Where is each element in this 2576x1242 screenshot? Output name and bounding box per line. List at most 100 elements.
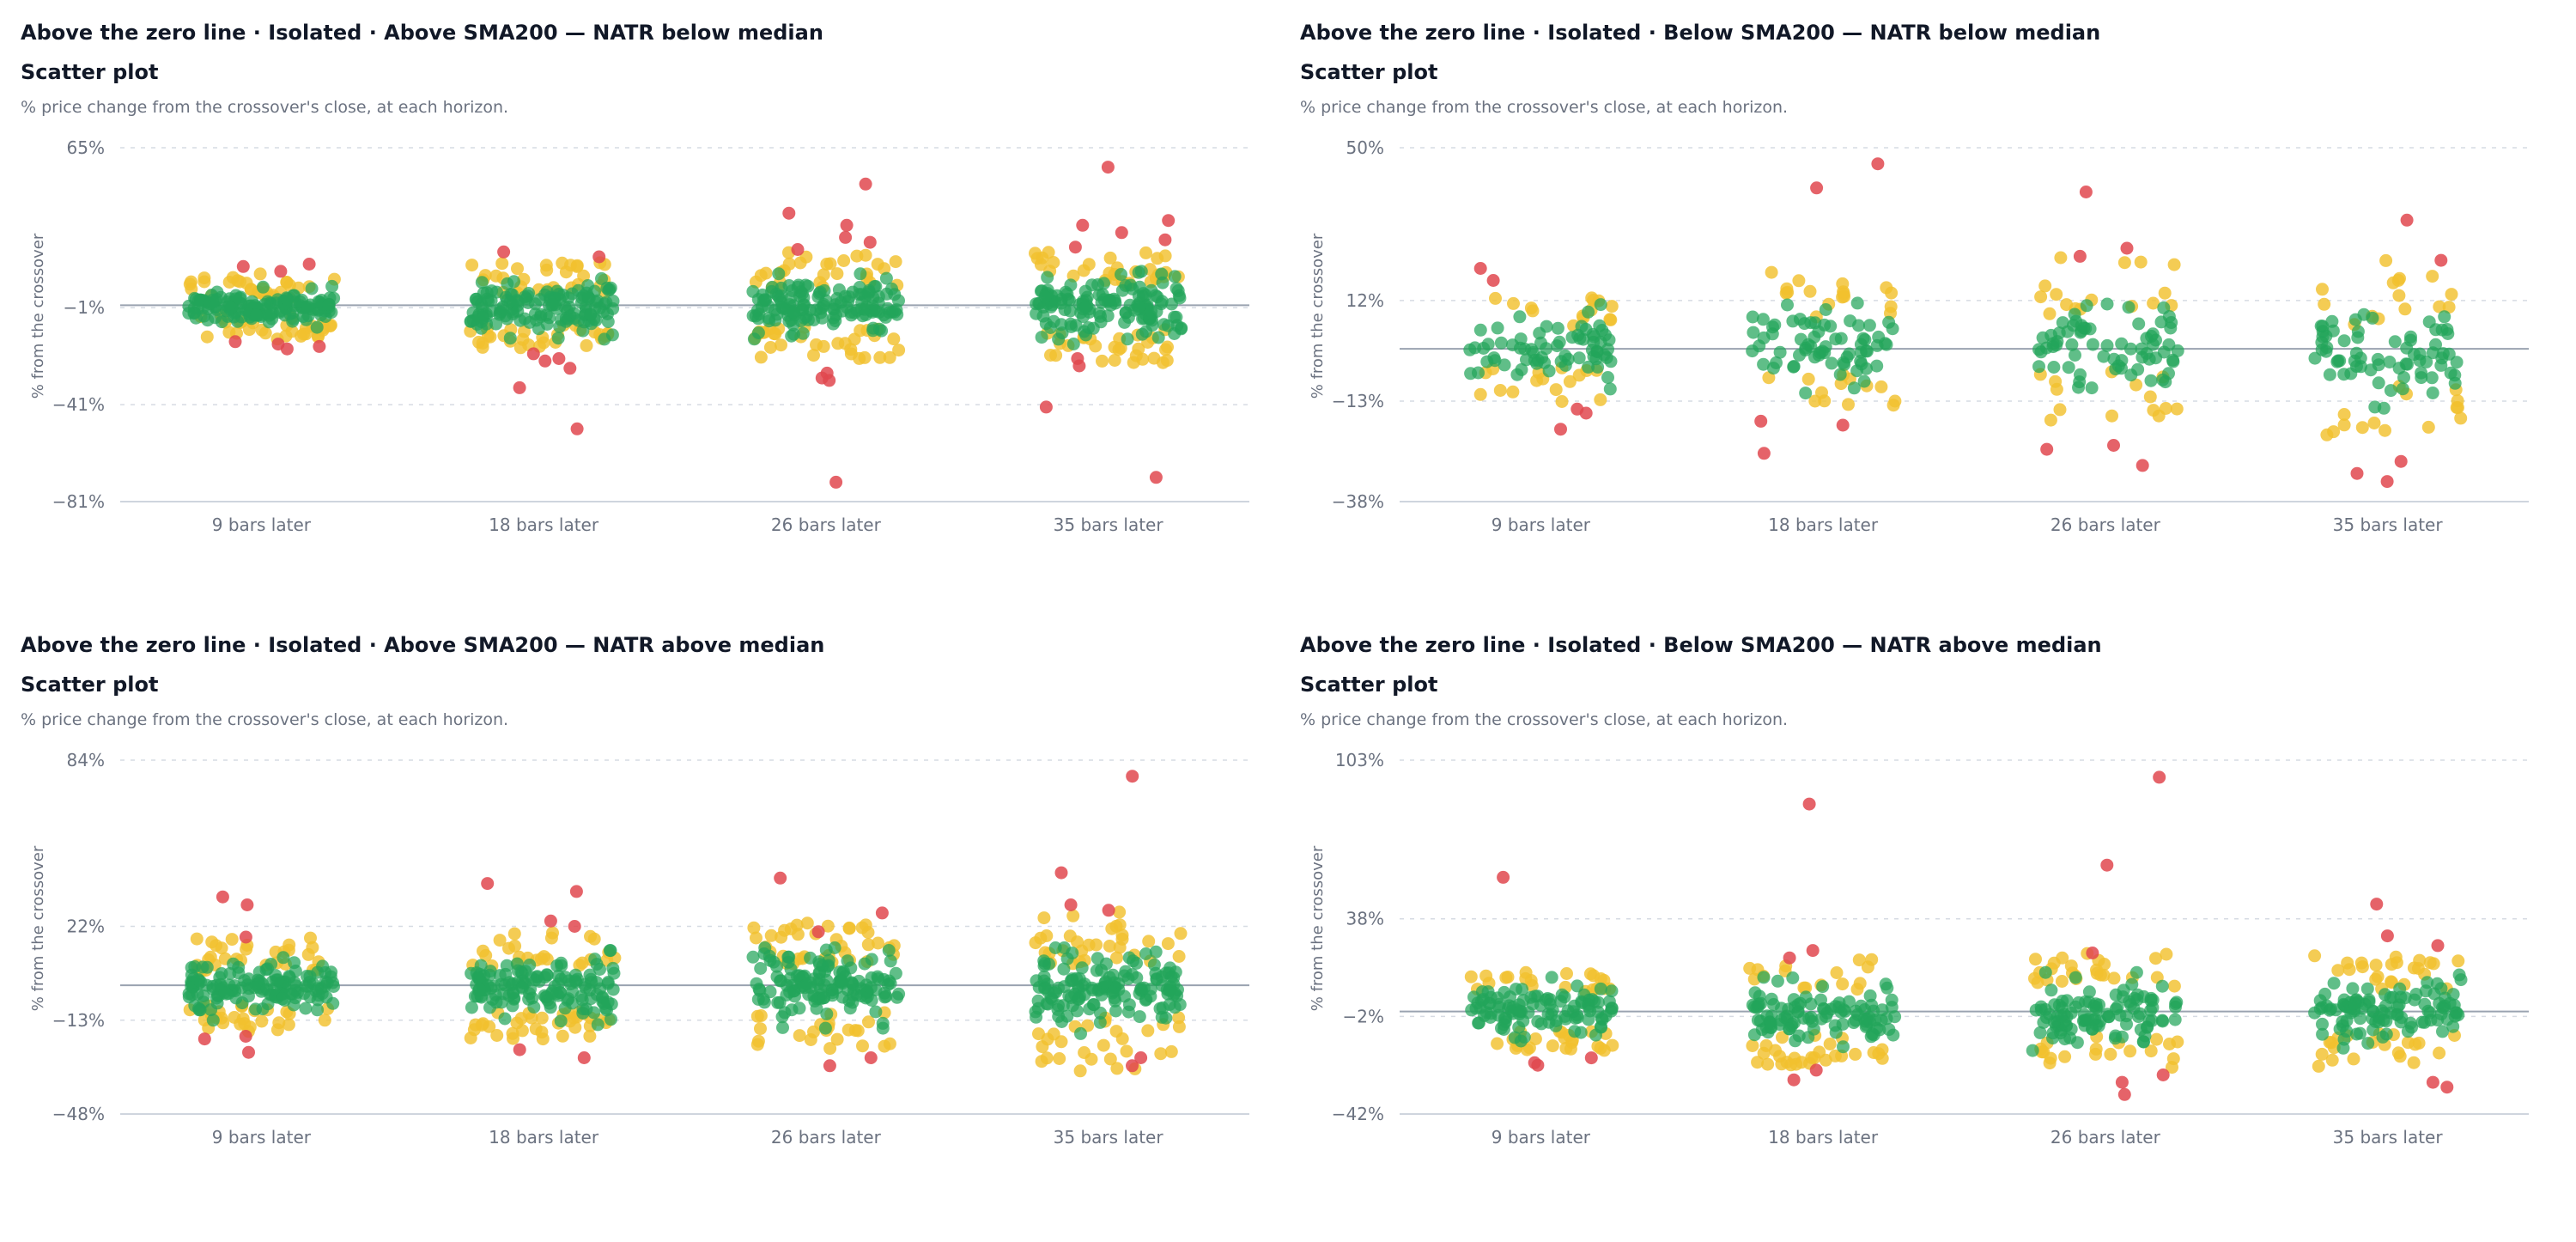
outlier-point [811,925,825,939]
data-point [1602,995,1616,1008]
data-point [1151,331,1165,344]
data-point [1558,990,1571,1004]
data-point [1571,1011,1584,1025]
data-point [854,267,867,281]
data-point [1886,1028,1900,1042]
data-point [270,1023,284,1037]
scatter-chart-3: 84% 22% −13% −48% % from the crossover 9 bars… [29,750,1249,1148]
data-point [2054,251,2068,265]
chart-description: % price change from the crossover's clos… [1300,710,1789,729]
data-point [1137,981,1151,995]
data-point [2137,1035,2150,1049]
data-point [1776,1031,1789,1044]
data-point [878,990,891,1004]
y-axis-label: % from the crossover [1309,845,1327,1011]
data-point [289,991,302,1005]
data-point [2132,317,2146,331]
data-point [1789,1034,1802,1048]
data-point [2318,297,2331,311]
data-point [523,959,537,971]
data-point [2369,972,2383,986]
data-point [2337,334,2351,348]
outlier-point [2431,939,2445,953]
data-point [2351,325,2365,338]
data-point [1132,289,1145,303]
data-point [2413,347,2427,361]
data-point [1113,905,1127,919]
data-point [1761,1057,1775,1071]
data-point [842,921,856,935]
data-point [2360,982,2374,995]
data-point [309,984,323,998]
data-point [299,1002,313,1015]
data-point [1794,332,1807,346]
outlier-point [2400,213,2414,227]
data-point [1491,321,1504,335]
data-point [1886,399,1900,412]
data-point [534,307,548,321]
data-point [2032,360,2045,374]
data-point [1757,971,1771,984]
data-point [1047,256,1060,269]
data-point [1585,993,1599,1007]
data-point [2355,421,2369,435]
data-point [1545,971,1558,984]
data-point [2447,998,2461,1012]
data-point [1063,929,1077,943]
data-point [2377,401,2391,415]
data-point [2366,1004,2379,1018]
outlier-point [1571,402,1584,416]
data-point [2133,1007,2147,1020]
data-point [1582,305,1595,319]
data-point [1037,911,1051,925]
data-point [2157,301,2171,314]
data-point [1528,1032,1542,1045]
data-point [2369,959,2383,972]
data-point [787,318,800,332]
data-point [584,929,597,943]
data-point [1506,385,1520,399]
data-point [887,332,901,346]
data-point [1158,249,1172,263]
outlier-point [1158,233,1172,247]
data-point [776,301,790,315]
data-point [1054,1035,1068,1049]
data-point [2425,371,2439,385]
data-point [1473,323,1487,337]
data-point [183,277,197,291]
data-point [1820,1006,1834,1020]
x-tick-label: 35 bars later [1054,1127,1164,1148]
data-point [1065,320,1078,333]
data-point [506,1026,519,1040]
data-point [1110,1062,1124,1075]
outlier-point [2120,241,2134,255]
data-point [2170,402,2184,416]
outlier-point [1064,898,1078,911]
data-point [1803,284,1817,298]
data-point [2320,999,2334,1013]
outlier-point [1783,951,1796,965]
data-point [861,926,875,939]
data-point [873,350,887,364]
y-tick-label: −1% [64,297,106,318]
data-point [2407,961,2421,975]
scatter-chart-1: 65% −1% −41% −81% % from the crossover 9 bars… [29,137,1249,535]
data-point [1038,290,1052,304]
data-point [782,950,796,964]
data-point [215,941,228,955]
data-point [1053,1052,1066,1065]
data-point [1762,371,1776,385]
data-point [2069,349,2081,362]
data-point [765,280,779,294]
data-point [1132,342,1145,356]
data-point [1141,1024,1155,1038]
data-point [813,966,827,980]
data-point [489,269,503,283]
data-point [1119,965,1133,978]
data-point [2033,1026,2047,1039]
data-point [790,918,804,932]
data-point [1029,247,1042,260]
data-point [1802,1012,1816,1026]
outlier-point [513,381,526,394]
data-point [2111,1000,2124,1014]
